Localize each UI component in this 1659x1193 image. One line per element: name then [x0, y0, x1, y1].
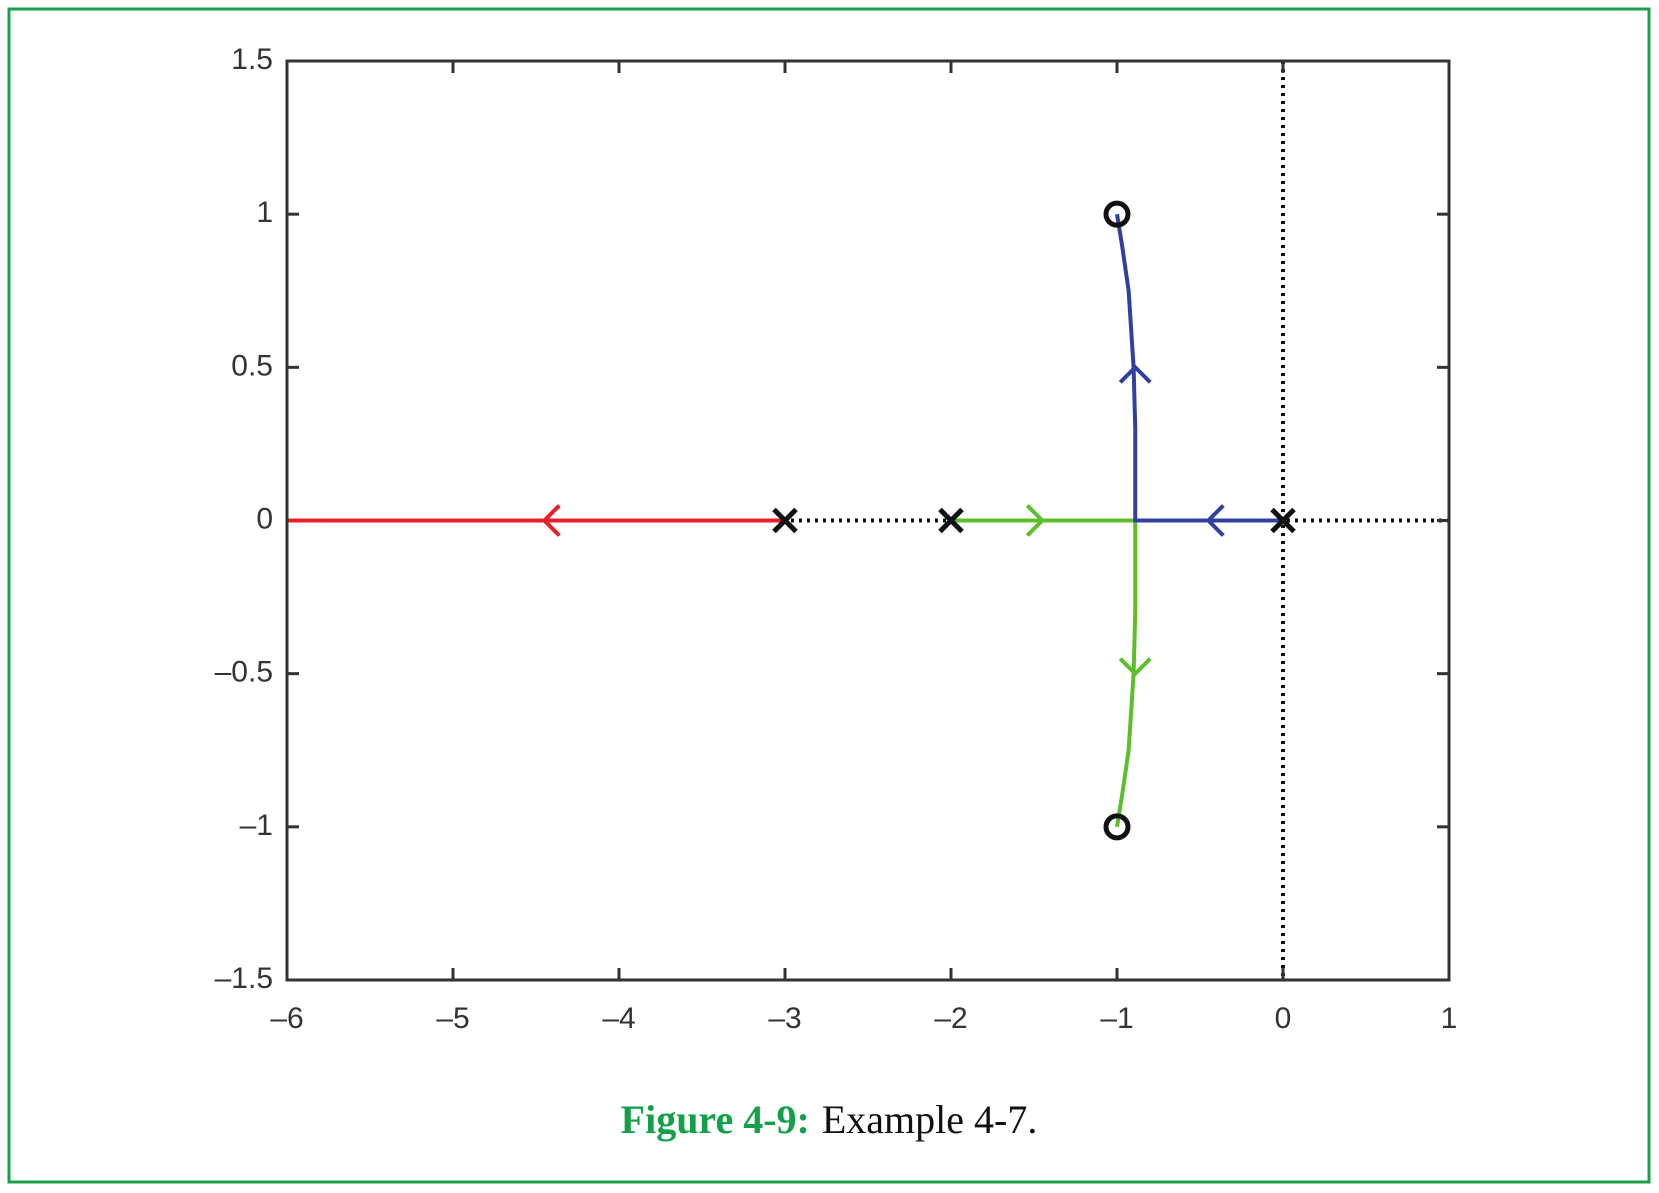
locus-branch — [1115, 213, 1283, 523]
x-tick-label: –3 — [768, 1002, 801, 1035]
caption-label: Figure 4-9: — [621, 1097, 810, 1142]
direction-arrow — [1025, 504, 1046, 537]
y-tick-label: 0.5 — [231, 349, 273, 382]
pole — [938, 507, 964, 534]
pole — [772, 507, 798, 534]
x-tick-label: 0 — [1275, 1002, 1292, 1035]
locus-branch — [951, 518, 1138, 828]
x-tick-label: –1 — [1100, 1002, 1133, 1035]
x-tick-label: 1 — [1441, 1002, 1458, 1035]
zero — [1103, 813, 1131, 841]
direction-arrow — [1118, 657, 1152, 677]
x-tick-label: –6 — [270, 1002, 303, 1035]
pole — [1270, 507, 1296, 534]
x-tick-label: –4 — [602, 1002, 635, 1035]
y-tick-label: –1.5 — [215, 962, 273, 995]
direction-arrow — [1205, 504, 1225, 537]
y-tick-label: 1.5 — [231, 43, 273, 76]
caption-text: Example 4-7. — [822, 1097, 1038, 1142]
figure-frame — [7, 7, 1651, 1184]
y-tick-label: 0 — [256, 502, 273, 535]
x-tick-label: –2 — [934, 1002, 967, 1035]
y-tick-label: –1 — [240, 809, 273, 842]
y-tick-label: 1 — [256, 196, 273, 229]
y-tick-label: –0.5 — [215, 656, 273, 689]
zero — [1103, 200, 1131, 228]
direction-arrow — [541, 504, 561, 537]
plot-frame — [285, 59, 1451, 982]
x-tick-label: –5 — [436, 1002, 469, 1035]
direction-arrow — [1118, 364, 1152, 384]
caption: Figure 4-9: Example 4-7. — [621, 1097, 1038, 1142]
